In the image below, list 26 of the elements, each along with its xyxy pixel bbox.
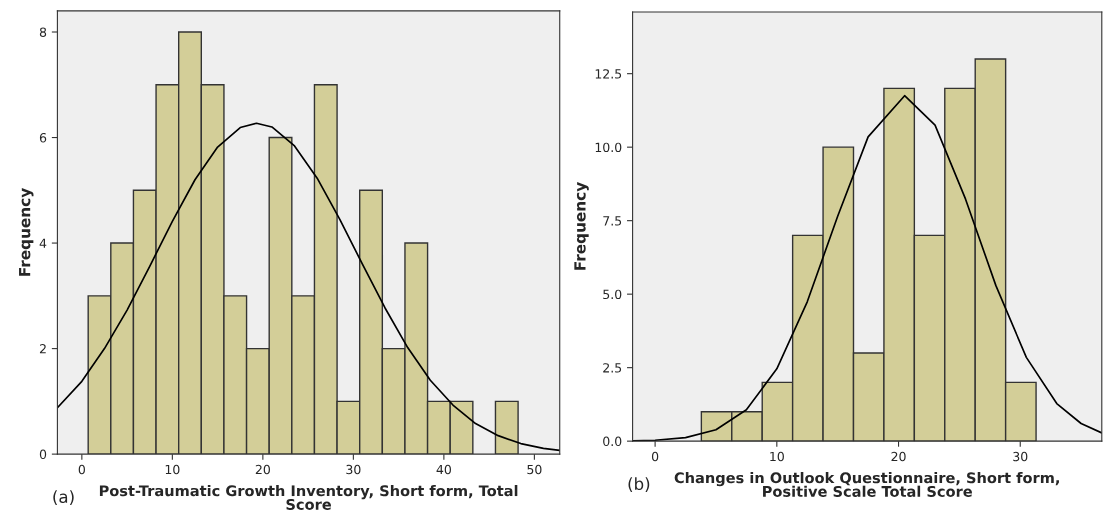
y-tick-label: 12.5 <box>595 69 622 79</box>
text: (b) <box>628 477 650 493</box>
text: (a) <box>53 490 74 506</box>
y-tick-label: 2.5 <box>603 363 622 373</box>
y-tick-label: 8 <box>39 27 47 37</box>
x-tick-label: 30 <box>1013 451 1028 462</box>
x-tick-label: 0 <box>78 464 85 475</box>
y-tick-label: 5.0 <box>603 289 622 300</box>
x-tick-label: 0 <box>651 451 659 462</box>
y-axis-title: Frequency <box>19 188 34 276</box>
x-tick-label: 10 <box>770 451 784 462</box>
x-tick-label: 40 <box>436 464 451 475</box>
y-tick-label: 7.5 <box>603 216 622 226</box>
y-tick-label: 6 <box>39 133 47 143</box>
x-tick-label: 30 <box>346 464 361 475</box>
y-tick-label: 10.0 <box>595 142 622 153</box>
x-tick-label: 20 <box>255 464 270 475</box>
x-tick-label: 10 <box>165 464 180 475</box>
y-tick-label: 2 <box>39 344 46 354</box>
y-axis-title: Frequency <box>574 182 589 270</box>
y-tick-label: 4 <box>39 238 47 248</box>
x-tick-label: 50 <box>527 464 542 475</box>
y-tick-label: 0.0 <box>603 436 622 447</box>
x-axis-title: Post-Traumatic Growth Inventory, Short form, Total Score <box>99 484 518 510</box>
x-tick-label: 20 <box>891 451 906 462</box>
x-axis-title: Changes in Outlook Questionnaire, Short form, Positive Scale Total Score <box>674 472 1059 497</box>
